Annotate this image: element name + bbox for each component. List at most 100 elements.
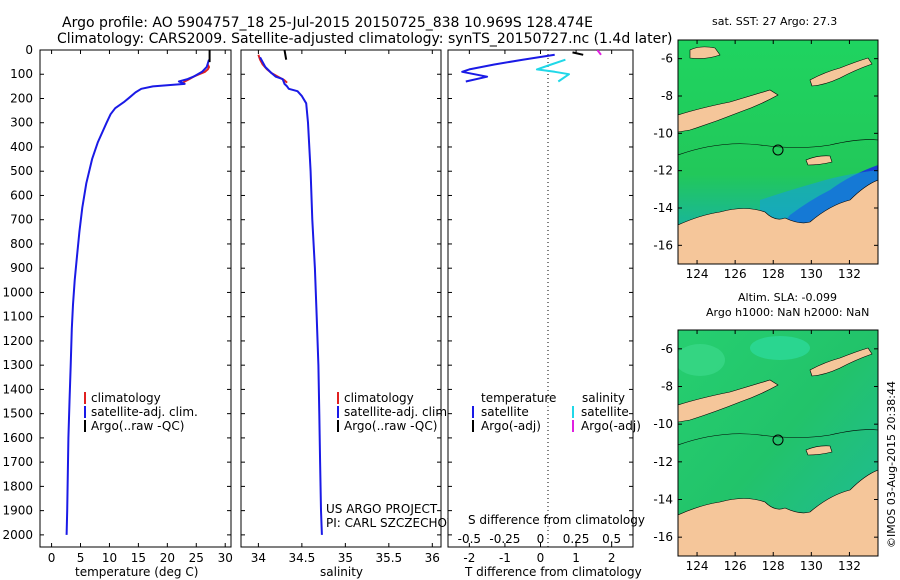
s-tick-label: 0.5 [602,532,621,546]
y-tick-label: 1400 [2,382,33,396]
salinity-legend: climatology satellite-adj. clim. Argo(..… [337,391,451,433]
series-line-t-argo-adj- [572,51,584,56]
s-difference-label: S difference from climatology [468,513,645,527]
y-tick-label: 900 [10,261,33,275]
salinity-lines [257,50,323,535]
map-y-tick-label: -16 [653,530,673,544]
north-island [689,46,721,59]
map-y-tick-label: -6 [661,342,673,356]
title-line-2: Climatology: CARS2009. Satellite-adjuste… [57,31,672,47]
series-line-t-satellite [461,53,555,83]
tanimbar-island [809,347,873,377]
temperature-xlabel: temperature (deg C) [75,565,198,579]
difference-axes-frame [447,49,634,548]
x-tick-label: 36 [425,551,440,565]
map-y-tick-label: -8 [661,89,673,103]
map-y-tick-label: -6 [661,52,673,66]
tanimbar-island [809,57,873,87]
isobath-contour [678,139,878,156]
difference-ticks: -2 -1 0 1 2 -0.5 -0.25 0 0.25 0.5 [448,49,633,565]
map-x-tick-label: 124 [686,267,709,281]
title-line-1: Argo profile: AO 5904757_18 25-Jul-2015 … [62,15,593,31]
y-tick-label: 1500 [2,407,33,421]
sst-map-title: sat. SST: 27 Argo: 27.3 [712,15,837,28]
map-y-tick-label: -12 [653,455,673,469]
y-tick-label: 1100 [2,310,33,324]
y-tick-label: 300 [10,116,33,130]
sla-map-ticks: 124 126 128 130 132 -6 -8 -10 -12 -14 -16 [653,330,878,573]
y-tick-label: 1200 [2,334,33,348]
imos-credit: ©IMOS 03-Aug-2015 20:38:44 [885,381,898,548]
y-tick-label: 1700 [2,455,33,469]
y-tick-label: 100 [10,67,33,81]
sla-map-frame [677,329,879,557]
x-tick-label: 5 [77,551,85,565]
x-tick-label: -1 [499,551,511,565]
legend-temperature-title: temperature [481,391,556,405]
x-tick-label: 10 [102,551,117,565]
isobath-contour [678,429,878,446]
legend-argo-label: Argo(..raw -QC) [91,419,184,433]
y-tick-label: 2000 [2,528,33,542]
project-pi: PI: CARL SZCZECHOWSKI [326,516,478,530]
y-tick-label: 800 [10,237,33,251]
legend-s-satellite-label: satellite [581,405,629,419]
y-tick-label: 1600 [2,431,33,445]
y-tick-label: 700 [10,213,33,227]
x-tick-label: 35 [338,551,353,565]
y-tick-label: 1900 [2,504,33,518]
legend-climatology-label: climatology [91,391,161,405]
legend-climatology-label: climatology [344,391,414,405]
map-x-tick-label: 132 [838,559,861,573]
map-x-tick-label: 126 [724,559,747,573]
timor-island [678,379,779,423]
y-tick-label: 200 [10,91,33,105]
temperature-axes-frame [39,49,232,548]
s-tick-label: -0.5 [458,532,481,546]
series-line-argo-raw-qc- [283,50,288,60]
legend-s-argo-label: Argo(-adj) [581,419,641,433]
x-tick-label: 20 [160,551,175,565]
sla-map-subtitle: Argo h1000: NaN h2000: NaN [706,306,869,319]
difference-legend: temperature satellite Argo(-adj) salinit… [472,391,641,433]
y-tick-label: 400 [10,140,33,154]
x-tick-label: 34 [251,551,266,565]
temperature-lines [65,50,211,535]
x-tick-label: 35.5 [375,551,402,565]
y-tick-label: 1800 [2,479,33,493]
temperature-ticks: 0100200300400500600700800900100011001200… [2,43,232,565]
temperature-legend: climatology satellite-adj. clim. Argo(..… [84,391,198,433]
project-name: US ARGO PROJECT [326,502,438,516]
x-tick-label: -2 [463,551,475,565]
sla-map-panel: Altim. SLA: -0.099 Argo h1000: NaN h2000… [653,291,879,573]
map-x-tick-label: 124 [686,559,709,573]
x-tick-label: 25 [189,551,204,565]
x-tick-label: 0 [48,551,56,565]
map-y-tick-label: -10 [653,417,673,431]
ashmore-reef [805,445,833,456]
map-x-tick-label: 128 [762,559,785,573]
map-y-tick-label: -12 [653,164,673,178]
s-tick-label: 0.25 [563,532,590,546]
legend-satellite-label: satellite-adj. clim. [91,405,198,419]
sla-high-patch [678,344,725,376]
series-line-s-argo-adj- [596,50,602,56]
y-tick-label: 1000 [2,285,33,299]
x-tick-label: 30 [218,551,233,565]
map-x-tick-label: 130 [800,267,823,281]
temperature-panel: 0100200300400500600700800900100011001200… [2,43,232,579]
argo-float-marker [772,144,784,156]
map-x-tick-label: 130 [800,559,823,573]
map-y-tick-label: -16 [653,238,673,252]
map-y-tick-label: -14 [653,201,673,215]
map-x-tick-label: 128 [762,267,785,281]
australia-land [678,179,878,264]
sst-map-panel: sat. SST: 27 Argo: 27.3 124 126 128 130 132 -… [653,15,879,281]
series-line-satellite-adj-clim- [65,59,210,535]
map-y-tick-label: -8 [661,380,673,394]
sla-high-patch-2 [750,336,810,360]
difference-panel: -2 -1 0 1 2 -0.5 -0.25 0 0.25 0.5 S difference fr… [447,49,645,579]
sla-map-title: Altim. SLA: -0.099 [738,291,837,304]
x-tick-label: 15 [131,551,146,565]
